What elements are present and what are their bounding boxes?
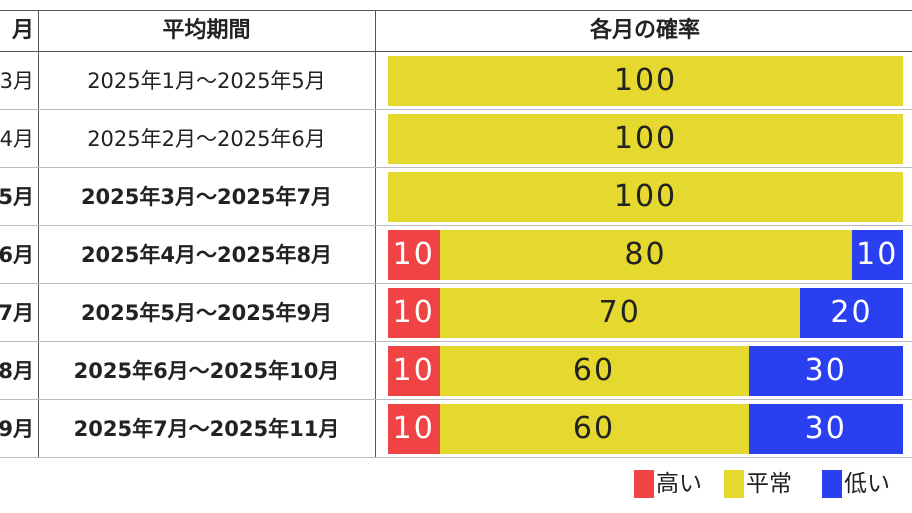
month: 8月	[0, 359, 34, 383]
bar-segment: 100	[388, 114, 903, 164]
legend-label: 低い	[844, 471, 890, 497]
bar-segment: 30	[748, 404, 903, 454]
bar-segment: 30	[748, 346, 903, 396]
bar-segment: 20	[800, 288, 903, 338]
period: 2025年4月～2025年8月	[80, 243, 333, 267]
bar-segment: 10	[388, 404, 440, 454]
bar-segment: 70	[439, 288, 800, 338]
bar-segment: 10	[388, 230, 440, 280]
legend-swatch	[634, 470, 654, 498]
rule	[0, 283, 912, 284]
bar-segment: 60	[439, 346, 749, 396]
month: 9月	[0, 417, 34, 441]
rule	[375, 10, 376, 458]
rule	[0, 167, 912, 168]
month: 7月	[0, 301, 34, 325]
period: 2025年2月～2025年6月	[87, 127, 326, 151]
legend-swatch	[822, 470, 842, 498]
rule	[0, 109, 912, 110]
month: 6月	[0, 243, 34, 267]
header: 平均期間	[162, 18, 251, 43]
rule	[0, 225, 912, 226]
legend-swatch	[724, 470, 744, 498]
legend-label: 高い	[656, 471, 702, 497]
bar-segment: 100	[388, 56, 903, 106]
header: 各月の確率	[589, 18, 700, 43]
bar-segment: 10	[851, 230, 903, 280]
bar-segment: 100	[388, 172, 903, 222]
month: 4月	[0, 127, 34, 151]
rule	[0, 10, 912, 11]
header: 月	[11, 18, 34, 43]
rule	[0, 399, 912, 400]
bar-segment: 10	[388, 288, 440, 338]
month: 5月	[0, 185, 34, 209]
period: 2025年3月～2025年7月	[80, 185, 333, 209]
rule	[38, 10, 39, 458]
bar-segment: 60	[439, 404, 749, 454]
rule	[0, 51, 912, 52]
period: 2025年1月～2025年5月	[87, 69, 326, 93]
bar-segment: 80	[439, 230, 852, 280]
bar-segment: 10	[388, 346, 440, 396]
legend-label: 平常	[746, 471, 792, 497]
rule	[0, 457, 912, 458]
period: 2025年5月～2025年9月	[80, 301, 333, 325]
rule	[0, 341, 912, 342]
period: 2025年7月～2025年11月	[73, 417, 340, 441]
period: 2025年6月～2025年10月	[73, 359, 340, 383]
month: 3月	[0, 69, 34, 93]
